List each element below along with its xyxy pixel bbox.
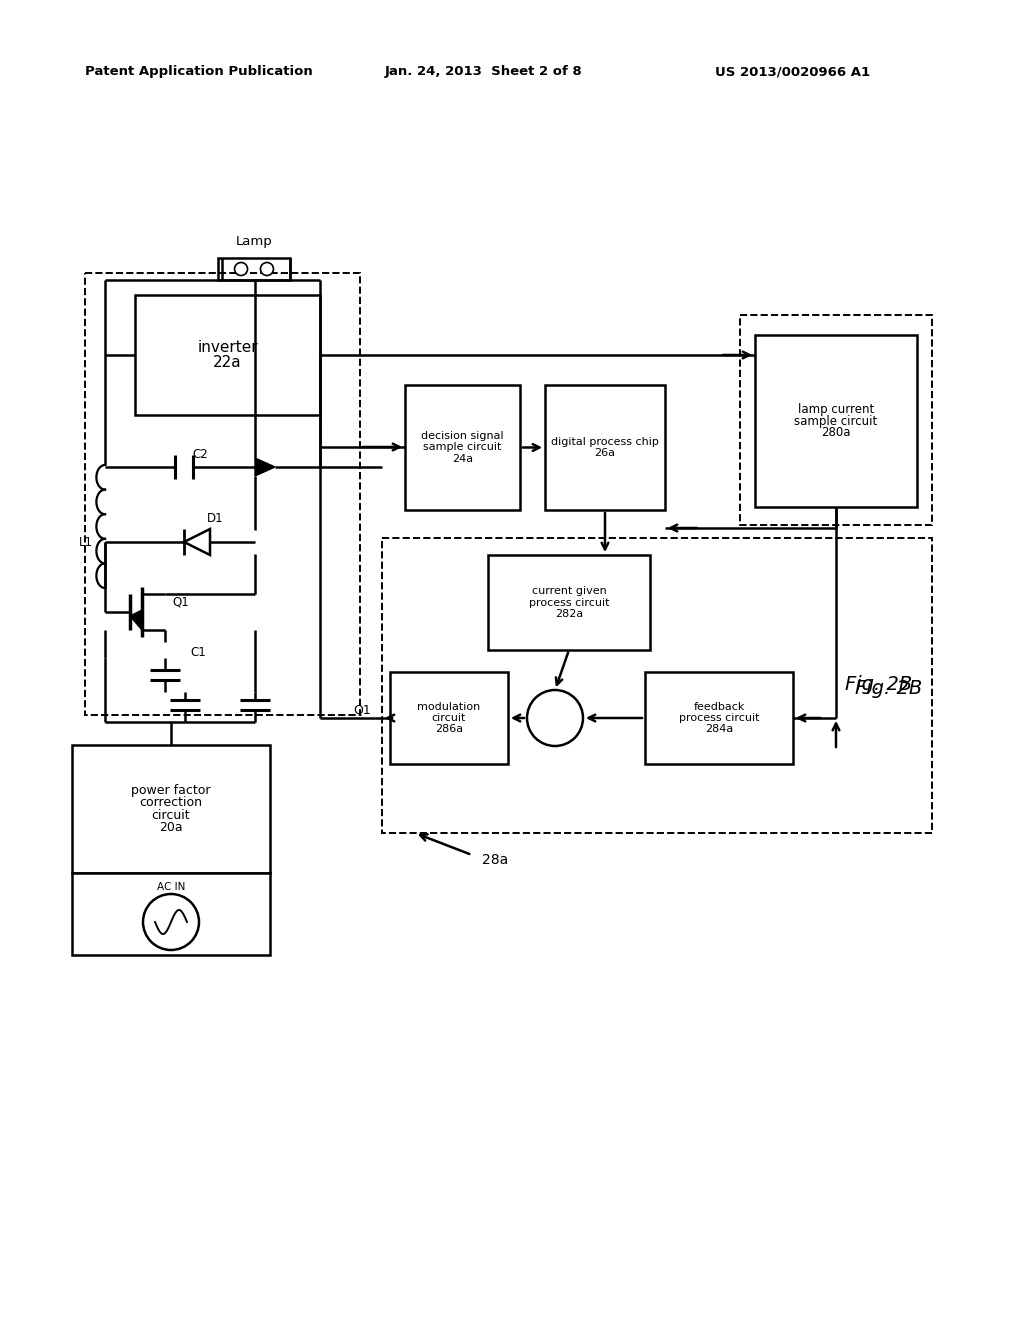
Text: 26a: 26a bbox=[595, 447, 615, 458]
Bar bbox=[382, 539, 932, 833]
Bar bbox=[545, 385, 665, 510]
Circle shape bbox=[234, 263, 248, 276]
Bar bbox=[390, 672, 508, 764]
Polygon shape bbox=[130, 610, 142, 630]
Bar bbox=[72, 873, 270, 954]
Text: C1: C1 bbox=[190, 645, 206, 659]
Text: sample circuit: sample circuit bbox=[423, 442, 502, 453]
Text: Q1: Q1 bbox=[353, 704, 371, 717]
Text: US 2013/0020966 A1: US 2013/0020966 A1 bbox=[715, 66, 870, 78]
Bar bbox=[488, 554, 650, 649]
Text: 282a: 282a bbox=[555, 609, 583, 619]
Bar bbox=[406, 385, 520, 510]
Text: correction: correction bbox=[139, 796, 203, 809]
Bar bbox=[755, 335, 918, 507]
Text: 24a: 24a bbox=[452, 454, 473, 463]
Text: Fig. 2B: Fig. 2B bbox=[845, 676, 912, 694]
Bar bbox=[72, 744, 270, 873]
Bar bbox=[85, 273, 360, 715]
Text: 284a: 284a bbox=[705, 725, 733, 734]
Text: 286a: 286a bbox=[435, 725, 463, 734]
Text: sample circuit: sample circuit bbox=[795, 414, 878, 428]
Text: 22a: 22a bbox=[213, 355, 242, 370]
Text: decision signal: decision signal bbox=[421, 432, 504, 441]
Text: inverter: inverter bbox=[198, 339, 258, 355]
Text: power factor: power factor bbox=[131, 784, 211, 796]
Text: Fig. 2B: Fig. 2B bbox=[855, 678, 923, 697]
Text: lamp current: lamp current bbox=[798, 403, 874, 416]
Text: Patent Application Publication: Patent Application Publication bbox=[85, 66, 312, 78]
Text: process circuit: process circuit bbox=[528, 598, 609, 607]
Text: feedback: feedback bbox=[693, 702, 744, 711]
Text: current given: current given bbox=[531, 586, 606, 597]
Text: AC IN: AC IN bbox=[157, 882, 185, 892]
Circle shape bbox=[143, 894, 199, 950]
Bar bbox=[740, 315, 932, 525]
Bar bbox=[645, 672, 793, 764]
Text: D1: D1 bbox=[207, 511, 223, 524]
Text: 20a: 20a bbox=[159, 821, 183, 834]
Polygon shape bbox=[255, 458, 275, 477]
Circle shape bbox=[260, 263, 273, 276]
Text: 280a: 280a bbox=[821, 426, 851, 440]
Circle shape bbox=[527, 690, 583, 746]
Text: circuit: circuit bbox=[152, 809, 190, 822]
Polygon shape bbox=[184, 529, 210, 554]
Bar bbox=[218, 257, 290, 280]
Text: Jan. 24, 2013  Sheet 2 of 8: Jan. 24, 2013 Sheet 2 of 8 bbox=[385, 66, 583, 78]
Text: Lamp: Lamp bbox=[236, 235, 272, 248]
Bar bbox=[135, 294, 319, 414]
Text: digital process chip: digital process chip bbox=[551, 437, 658, 447]
Text: modulation: modulation bbox=[418, 702, 480, 711]
Text: circuit: circuit bbox=[432, 713, 466, 723]
Text: 28a: 28a bbox=[482, 853, 508, 867]
Text: Q1: Q1 bbox=[172, 595, 188, 609]
Text: process circuit: process circuit bbox=[679, 713, 759, 723]
Text: L1: L1 bbox=[79, 536, 93, 549]
Text: C2: C2 bbox=[193, 449, 208, 462]
